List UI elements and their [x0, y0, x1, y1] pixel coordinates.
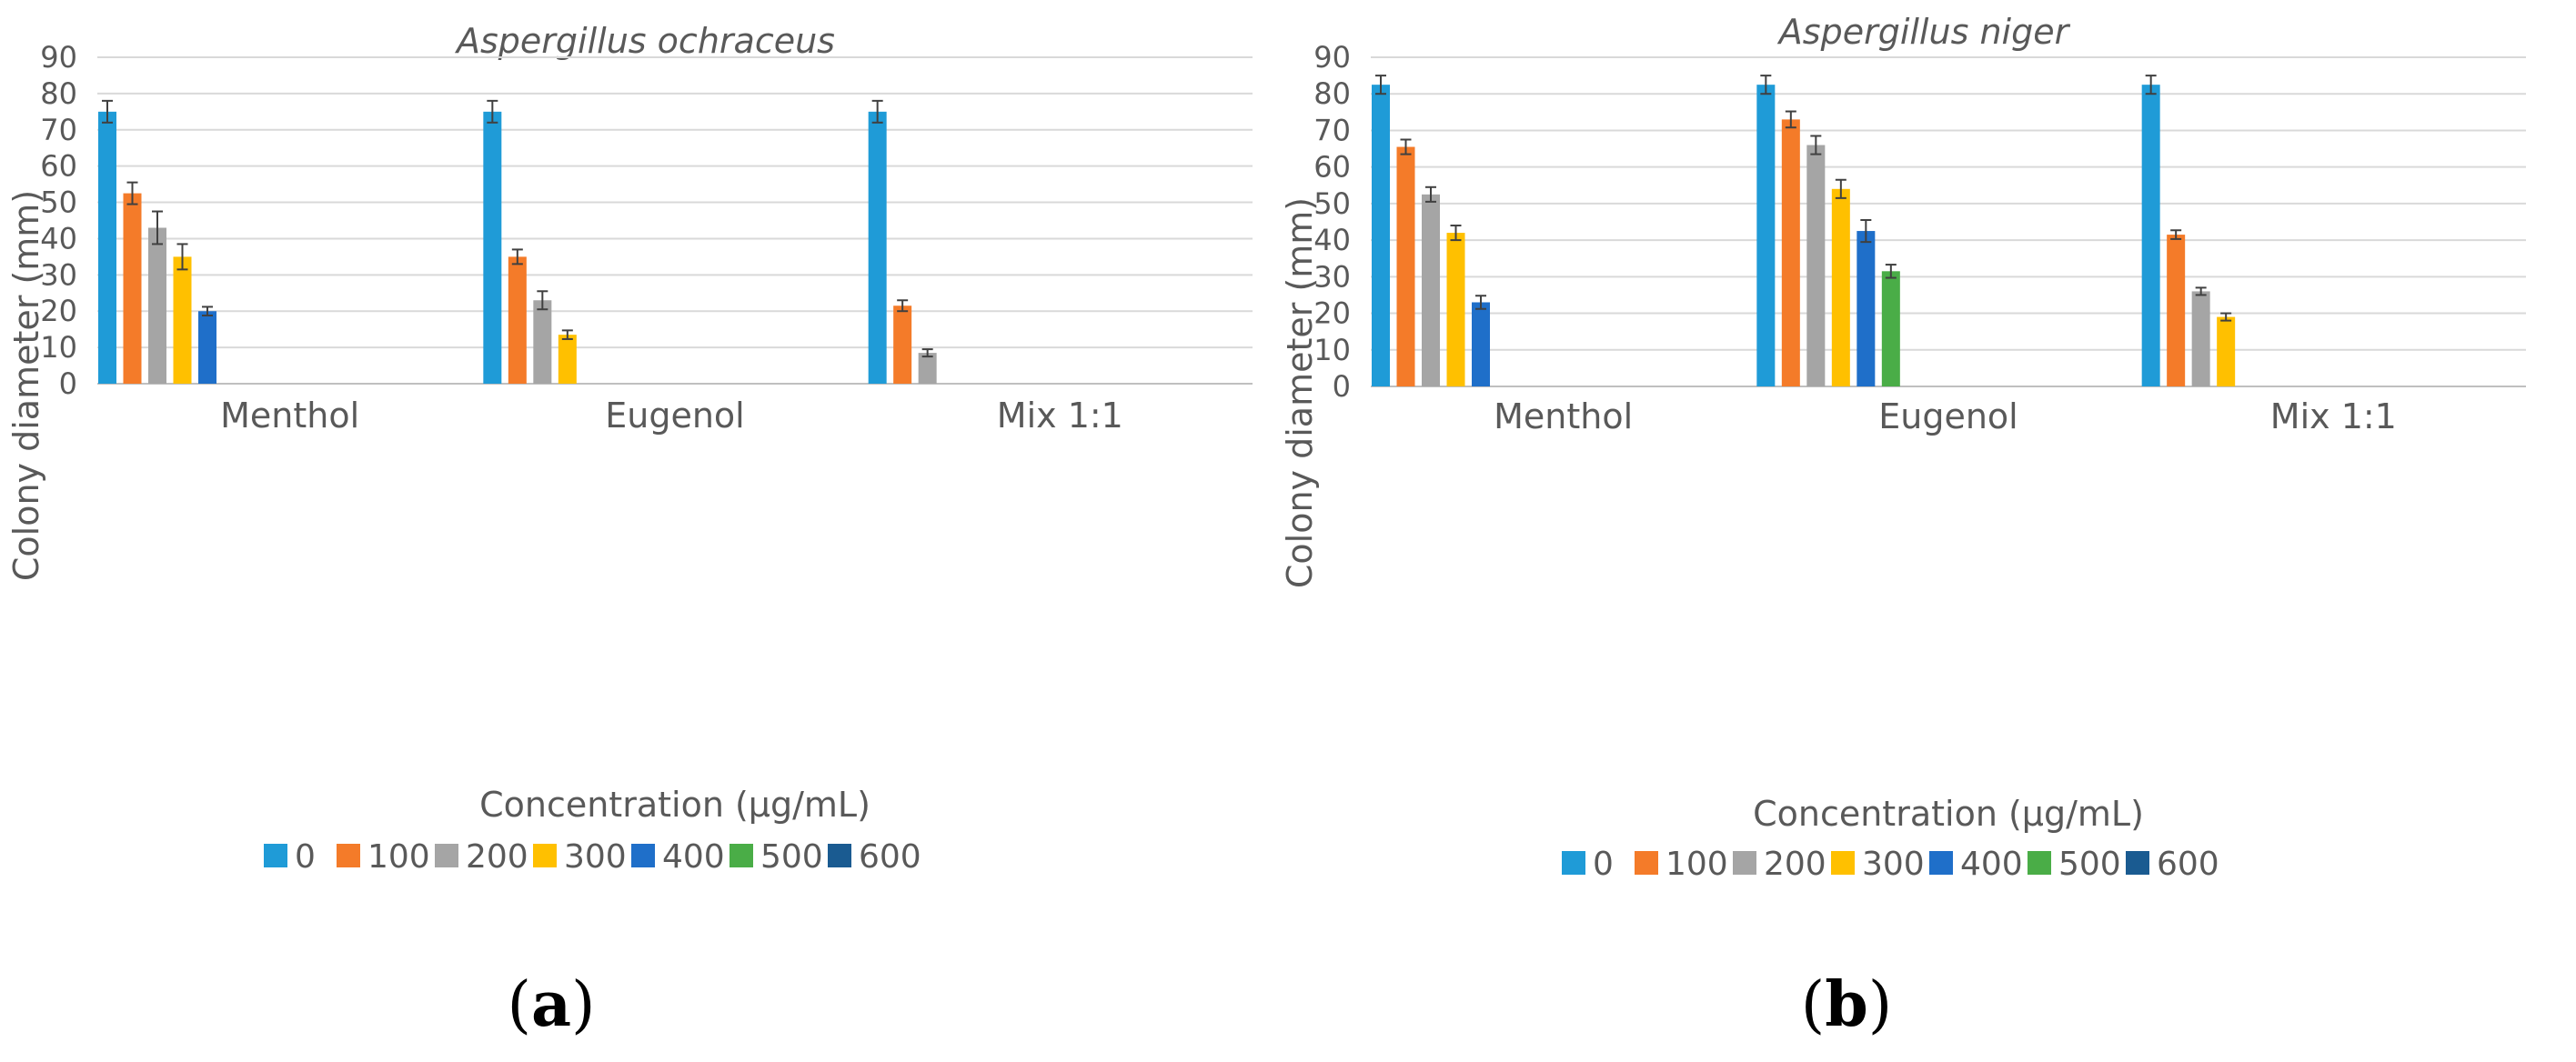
panel-label-close: ): [571, 969, 596, 1041]
y-tick-label: 60: [1313, 150, 1351, 185]
legend-swatch-0: [1562, 851, 1585, 875]
y-axis-title: Colony diameter (mm): [6, 190, 46, 581]
bar-100-mix-1-1: [893, 306, 912, 384]
y-tick-label: 90: [40, 40, 77, 75]
legend-swatch-500: [2028, 851, 2051, 875]
bar-200-eugenol: [1806, 145, 1826, 387]
bar-300-menthol: [1446, 233, 1465, 386]
legend-label-600: 600: [2157, 846, 2219, 883]
y-tick-label: 70: [1313, 113, 1351, 147]
bar-100-menthol: [123, 193, 142, 384]
bar-100-eugenol: [1781, 119, 1800, 386]
legend-swatch-0: [264, 844, 287, 867]
panel-label-open: (: [1801, 969, 1826, 1041]
y-tick-label: 0: [1333, 369, 1351, 404]
legend-label-200: 200: [1764, 846, 1826, 883]
bar-200-mix-1-1: [2191, 291, 2210, 386]
y-tick-label: 10: [40, 330, 77, 365]
y-tick-label: 0: [59, 366, 77, 401]
legend-swatch-300: [1831, 851, 1855, 875]
y-tick-label: 20: [1313, 296, 1351, 331]
chart-panel-a: Aspergillus ochraceus Colony diameter (m…: [6, 21, 1253, 1041]
x-category-label: Menthol: [220, 396, 359, 436]
y-tick-label: 60: [40, 149, 77, 184]
legend-swatch-300: [533, 844, 557, 867]
x-category-label: Menthol: [1494, 396, 1633, 436]
y-tick-label: 80: [40, 76, 77, 111]
bar-0-menthol: [98, 111, 116, 384]
panel-label-letter: a: [531, 968, 571, 1041]
legend-label-0: 0: [1593, 846, 1614, 883]
legend-label-300: 300: [1862, 846, 1925, 883]
legend-label-300: 300: [564, 838, 627, 876]
y-tick-label: 70: [40, 113, 77, 147]
legend-label-400: 400: [1960, 846, 2023, 883]
bar-100-eugenol: [508, 256, 527, 384]
chart-panel-b: Aspergillus niger Colony diameter (mm) C…: [1280, 12, 2526, 1041]
bar-400-menthol: [1472, 302, 1490, 386]
legend-swatch-400: [631, 844, 655, 867]
bar-300-eugenol: [1831, 188, 1850, 386]
bar-100-mix-1-1: [2167, 235, 2186, 386]
panel-label-open: (: [507, 969, 531, 1041]
y-tick-label: 40: [40, 221, 77, 255]
bar-200-mix-1-1: [918, 353, 937, 384]
y-tick-label: 80: [1313, 76, 1351, 111]
bar-500-eugenol: [1881, 271, 1900, 386]
legend-label-500: 500: [2058, 846, 2121, 883]
x-category-label: Mix 1:1: [2270, 396, 2397, 436]
panel-label-a: (a): [507, 968, 595, 1041]
y-tick-label: 40: [1313, 223, 1351, 257]
bar-0-mix-1-1: [2141, 85, 2160, 387]
panel-label-close: ): [1868, 969, 1893, 1041]
y-tick-label: 50: [40, 185, 77, 220]
legend-swatch-500: [730, 844, 753, 867]
x-axis-title: Concentration (µg/mL): [479, 785, 870, 825]
bar-0-eugenol: [1756, 85, 1776, 387]
bar-300-mix-1-1: [2217, 316, 2236, 386]
bar-400-eugenol: [1857, 231, 1876, 386]
bar-300-menthol: [173, 256, 192, 384]
x-axis-title: Concentration (µg/mL): [1753, 794, 2144, 834]
legend-label-400: 400: [662, 838, 725, 876]
legend-label-100: 100: [367, 838, 430, 876]
legend-label-200: 200: [466, 838, 528, 876]
y-tick-label: 50: [1313, 186, 1351, 221]
legend-swatch-600: [828, 844, 851, 867]
y-tick-label: 20: [40, 294, 77, 328]
bar-200-menthol: [148, 227, 166, 384]
legend-label-0: 0: [295, 838, 316, 876]
y-tick-label: 30: [40, 257, 77, 292]
bar-200-eugenol: [533, 300, 552, 384]
chart-title: Aspergillus ochraceus: [454, 21, 835, 61]
y-tick-label: 30: [1313, 259, 1351, 294]
panel-label-b: (b): [1801, 968, 1893, 1041]
y-tick-label: 10: [1313, 333, 1351, 367]
x-category-label: Eugenol: [1878, 396, 2018, 436]
legend-swatch-100: [1635, 851, 1658, 875]
y-tick-label: 90: [1313, 40, 1351, 75]
x-category-label: Eugenol: [605, 396, 744, 436]
legend-label-100: 100: [1665, 846, 1728, 883]
bar-0-eugenol: [483, 111, 502, 384]
legend-swatch-100: [337, 844, 360, 867]
panel-label-letter: b: [1825, 968, 1868, 1041]
y-axis-title: Colony diameter (mm): [1280, 197, 1320, 588]
legend-label-600: 600: [859, 838, 921, 876]
legend-swatch-200: [1733, 851, 1756, 875]
legend-label-500: 500: [760, 838, 823, 876]
bar-400-menthol: [198, 311, 216, 384]
x-category-label: Mix 1:1: [997, 396, 1123, 436]
bar-0-mix-1-1: [868, 111, 887, 384]
bar-300-eugenol: [558, 335, 577, 384]
legend-swatch-600: [2126, 851, 2149, 875]
legend-swatch-400: [1929, 851, 1953, 875]
chart-title: Aspergillus niger: [1776, 12, 2071, 52]
bar-0-menthol: [1372, 85, 1390, 387]
bar-100-menthol: [1396, 146, 1415, 387]
legend-swatch-200: [435, 844, 458, 867]
bar-200-menthol: [1422, 194, 1440, 386]
